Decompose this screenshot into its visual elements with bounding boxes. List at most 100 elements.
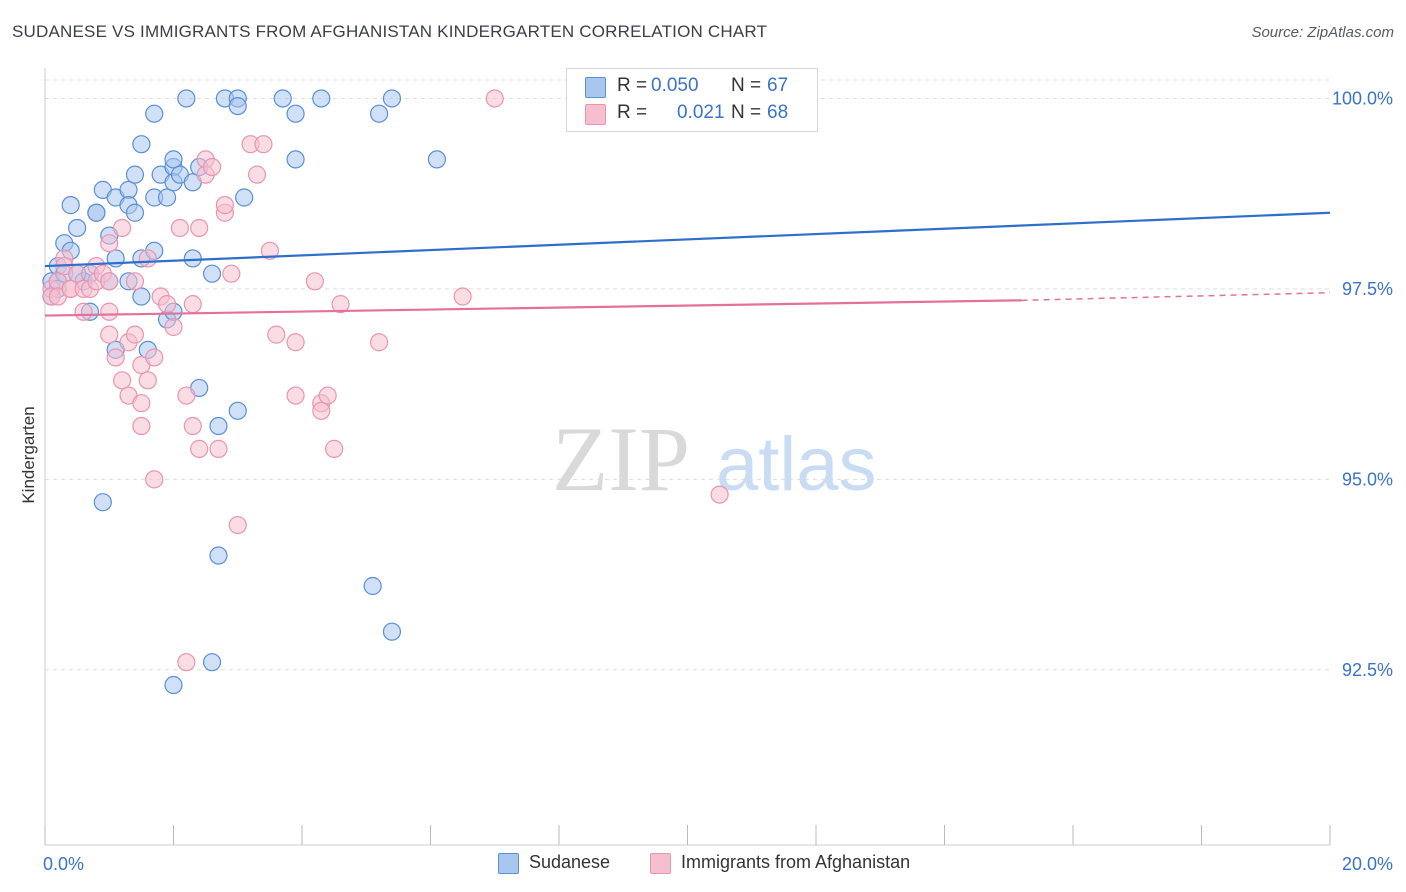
sudanese-point (228, 96, 247, 116)
afghan-point (164, 317, 183, 337)
legend-swatch-blue (585, 77, 606, 98)
afghan-point (68, 264, 87, 283)
sudanese-point (363, 576, 382, 596)
watermark-atlas: atlas (716, 422, 877, 507)
afghan-point (112, 218, 132, 238)
afghan-trend-line (44, 299, 1022, 317)
afghan-point (125, 272, 145, 291)
afghan-point (318, 386, 337, 405)
legend-n-label: N = (731, 75, 762, 96)
sudanese-point (164, 675, 183, 695)
sudanese-point (132, 287, 151, 306)
sudanese-point (202, 264, 222, 283)
sudanese-point (209, 416, 228, 436)
y-tick-label: 95.0% (1342, 469, 1393, 489)
sudanese-point (235, 188, 254, 207)
sudanese-point (87, 203, 106, 222)
legend-label: Sudanese (529, 852, 611, 872)
afghan-point (183, 295, 202, 314)
sudanese-point (125, 165, 145, 184)
afghan-point (157, 295, 177, 314)
y-tick-label: 97.5% (1342, 279, 1393, 299)
afghan-point (190, 439, 209, 458)
sudanese-point (202, 653, 222, 672)
afghan-point (453, 287, 472, 306)
grid-layer (45, 79, 1330, 671)
sudanese-point (286, 150, 305, 169)
sudanese-point (382, 89, 402, 108)
sudanese-point (228, 401, 247, 420)
sudanese-point (427, 150, 447, 169)
watermark: ZIP atlas (552, 408, 877, 510)
trend-layer (44, 211, 1331, 317)
afghan-point (254, 135, 273, 154)
afghan-point (209, 439, 228, 458)
afghan-point (485, 89, 504, 108)
legend-r-label: R = (617, 75, 648, 96)
sudanese-point (125, 203, 145, 222)
afghan-point (247, 165, 267, 184)
legend-r-value: 0.050 (651, 75, 699, 96)
afghan-point (112, 371, 132, 390)
y-tick-label: 92.5% (1342, 660, 1393, 680)
sudanese-point (68, 218, 87, 238)
afghan-point (100, 325, 119, 344)
afghan-point (331, 295, 350, 314)
legend-label: Immigrants from Afghanistan (681, 852, 911, 872)
afghan-point (138, 371, 157, 390)
afghan-point (177, 386, 196, 405)
afghan-point (132, 416, 151, 436)
legend-swatch-pink (650, 853, 671, 874)
source-label: Source: ZipAtlas.com (1251, 24, 1394, 41)
legend-swatch-pink (585, 104, 606, 125)
afghan-point (305, 272, 324, 291)
afghan-trend-extension (1021, 291, 1331, 302)
sudanese-point (177, 89, 196, 108)
afghan-point (183, 416, 202, 436)
afghan-point (170, 218, 190, 238)
sudanese-point (286, 104, 305, 123)
sudanese-point (382, 622, 402, 641)
afghan-point (125, 325, 145, 344)
sudanese-point (209, 546, 228, 565)
afghan-point (325, 439, 344, 458)
watermark-zip: ZIP (552, 408, 690, 510)
afghan-point (228, 515, 247, 535)
legend-swatch-blue (498, 853, 519, 874)
points-layer (42, 89, 729, 695)
afghan-point (312, 401, 331, 420)
afghan-point (132, 394, 151, 413)
afghan-point (100, 302, 119, 321)
sudanese-point (132, 135, 151, 154)
sudanese-point (157, 188, 177, 207)
legend-n-value: 68 (767, 102, 789, 123)
legend-n-value: 67 (767, 75, 789, 96)
legend-r-value: 0.021 (677, 102, 725, 123)
afghan-point (222, 264, 241, 283)
sudanese-point (145, 104, 164, 123)
afghan-point (370, 333, 389, 352)
afghan-point (267, 325, 286, 344)
afghan-point (260, 241, 279, 260)
afghan-point (106, 348, 125, 367)
sudanese-point (164, 150, 183, 169)
afghan-point (74, 302, 93, 321)
legend-n-label: N = (731, 102, 762, 123)
sudanese-trend-line (44, 211, 1331, 268)
chart-title: SUDANESE VS IMMIGRANTS FROM AFGHANISTAN … (12, 22, 768, 41)
correlation-legend: R = 0.050 N = 67 R = 0.021 N = 68 (566, 68, 818, 132)
legend-r-label: R = (617, 102, 648, 123)
afghan-point (286, 333, 305, 352)
sudanese-point (119, 180, 138, 199)
afghan-point (145, 470, 164, 489)
afghan-point (286, 386, 305, 405)
afghan-point (202, 157, 222, 177)
afghan-point (710, 485, 729, 504)
afghan-point (145, 348, 164, 367)
afghan-point (190, 218, 209, 238)
axis-layer: 92.5% 95.0% 97.5% 100.0% 0.0% 20.0% (43, 68, 1393, 874)
sudanese-point (93, 493, 112, 512)
afghan-point (215, 196, 234, 215)
sudanese-point (370, 104, 389, 123)
